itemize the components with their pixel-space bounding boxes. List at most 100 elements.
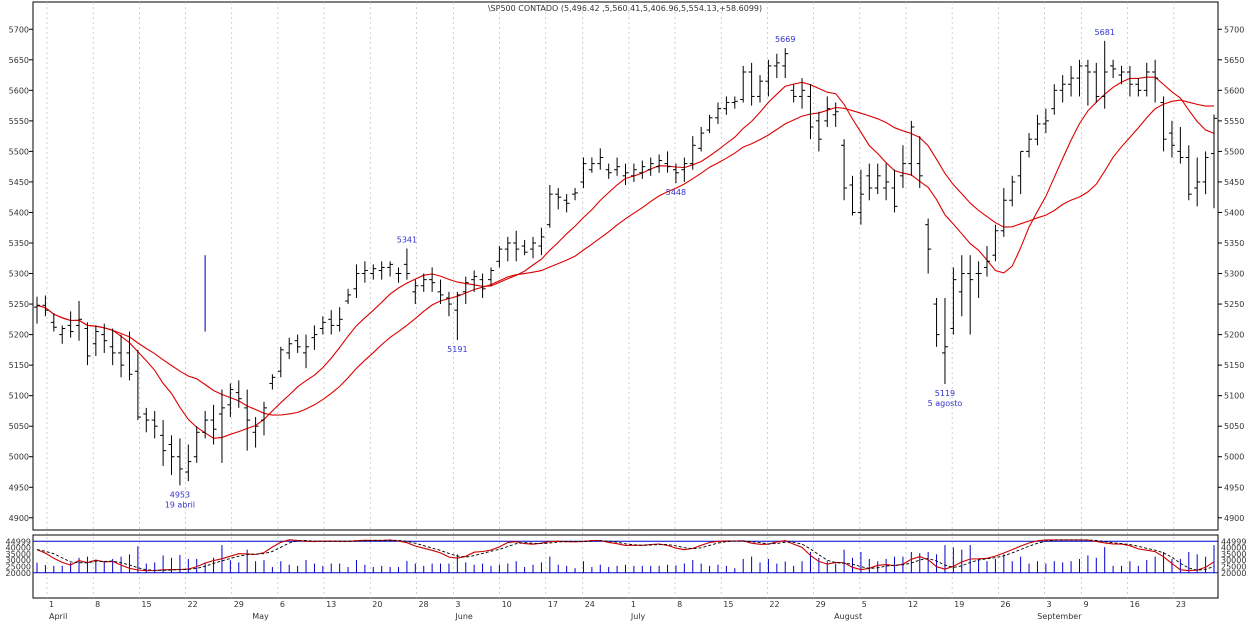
ohlc-bar (1135, 78, 1142, 97)
price-tick-label-left: 5650 (9, 56, 29, 65)
ohlc-bar (109, 328, 116, 366)
price-tick-label-left: 5050 (9, 422, 29, 431)
ohlc-bar (773, 53, 780, 79)
ohlc-bar (1202, 151, 1209, 195)
price-tick-label-left: 5150 (9, 361, 29, 370)
ohlc-bar (782, 48, 789, 79)
ohlc-bar (572, 188, 579, 201)
price-bars (34, 40, 1217, 486)
price-tick-label-left: 5100 (9, 392, 29, 401)
ohlc-bar (361, 261, 368, 283)
date-tick-label: 22 (188, 600, 198, 609)
ohlc-bar (706, 114, 713, 134)
date-tick-label: 9 (1083, 600, 1088, 609)
date-tick-label: 22 (769, 600, 779, 609)
annotation-label: 5448 (666, 188, 686, 197)
ohlc-bar (1110, 59, 1117, 79)
ohlc-bar (403, 248, 410, 280)
ohlc-bar (866, 163, 873, 201)
price-tick-label-left: 5350 (9, 239, 29, 248)
annotation-label: 5191 (447, 345, 467, 354)
ohlc-bar (294, 334, 301, 353)
annotation-label: 19 abril (165, 500, 195, 509)
price-tick-label-right: 5250 (1224, 300, 1244, 309)
ohlc-bar (353, 264, 360, 298)
ohlc-bar (1076, 59, 1083, 97)
date-tick-label: 1 (631, 600, 636, 609)
ohlc-bar (126, 331, 133, 381)
price-tick-label-right: 5350 (1224, 239, 1244, 248)
date-tick-label: 12 (908, 600, 918, 609)
ohlc-bar (1042, 108, 1049, 134)
ohlc-bar (244, 389, 251, 451)
month-label: September (1037, 612, 1082, 621)
price-tick-label-right: 5600 (1224, 86, 1244, 95)
ohlc-bar (42, 295, 49, 317)
price-tick-label-left: 5450 (9, 178, 29, 187)
ohlc-bar (345, 288, 352, 305)
ohlc-bar (462, 276, 469, 305)
ohlc-bar (664, 151, 671, 173)
ohlc-bar (454, 291, 461, 341)
date-tick-label: 3 (455, 600, 460, 609)
osc-tick-label-left: 40000 (6, 544, 31, 553)
osc-tick-label-right: 40000 (1221, 544, 1246, 553)
ohlc-bar (176, 438, 183, 486)
ohlc-bar (218, 389, 225, 463)
ohlc-bar (597, 148, 604, 170)
ohlc-bar (841, 139, 848, 201)
ohlc-bar (59, 325, 66, 344)
ohlc-bar (471, 270, 478, 292)
month-label: April (49, 612, 67, 621)
ohlc-bar (151, 410, 158, 439)
price-tick-label-left: 5700 (9, 25, 29, 34)
ohlc-bar (1194, 157, 1201, 207)
osc-tick-label-left: 20000 (6, 569, 31, 578)
price-tick-label-left: 5200 (9, 331, 29, 340)
month-label: August (834, 612, 862, 621)
osc-d-line (36, 539, 1215, 571)
ohlc-bar (269, 374, 276, 390)
ohlc-bar (1093, 62, 1100, 103)
ohlc-bar (185, 444, 192, 482)
ohlc-bar (1177, 126, 1184, 164)
price-tick-label-right: 5100 (1224, 392, 1244, 401)
price-tick-label-left: 5600 (9, 86, 29, 95)
ohlc-bar (168, 435, 175, 476)
ohlc-bar (941, 297, 948, 385)
ohlc-bar (1185, 145, 1192, 201)
date-axis: 1 8 15 22 29 6 13 20 28 3 10 17 24 1 8 15 22 29 5 12 19 26 3 9 1… (49, 600, 1186, 621)
osc-tick-label-right: 20000 (1221, 569, 1246, 578)
oscillator-frame (32, 534, 1219, 599)
ohlc-bar (883, 163, 890, 201)
price-tick-label-right: 5050 (1224, 422, 1244, 431)
ohlc-bar (992, 224, 999, 262)
ohlc-bar (967, 255, 974, 335)
ohlc-bar (799, 78, 806, 109)
date-tick-label: 28 (418, 600, 428, 609)
date-tick-label: 29 (234, 600, 244, 609)
ohlc-bar (1068, 65, 1075, 97)
ohlc-bar (647, 157, 654, 176)
ohlc-bar (504, 236, 511, 262)
ohlc-bar (50, 313, 57, 332)
ohlc-bar (521, 239, 528, 256)
ohlc-bar (740, 65, 747, 103)
price-tick-label-right: 5700 (1224, 25, 1244, 34)
date-tick-label: 8 (95, 600, 100, 609)
ohlc-bar (891, 169, 898, 213)
ohlc-bar (193, 426, 200, 463)
ohlc-bar (496, 246, 503, 268)
ohlc-bar (588, 157, 595, 173)
date-tick-label: 3 (1047, 600, 1052, 609)
ohlc-bar (857, 169, 864, 225)
ohlc-bar (815, 111, 822, 152)
ohlc-bar (1017, 150, 1024, 195)
ohlc-bar (303, 334, 310, 369)
osc-tick-label-right: 30000 (1221, 556, 1246, 565)
ohlc-bar (555, 188, 562, 210)
chart-title: \SP500 CONTADO (5,496.42 ,5,560.41,5,406… (488, 4, 762, 13)
date-tick-label: 23 (1176, 600, 1186, 609)
ohlc-bar (1126, 65, 1133, 97)
